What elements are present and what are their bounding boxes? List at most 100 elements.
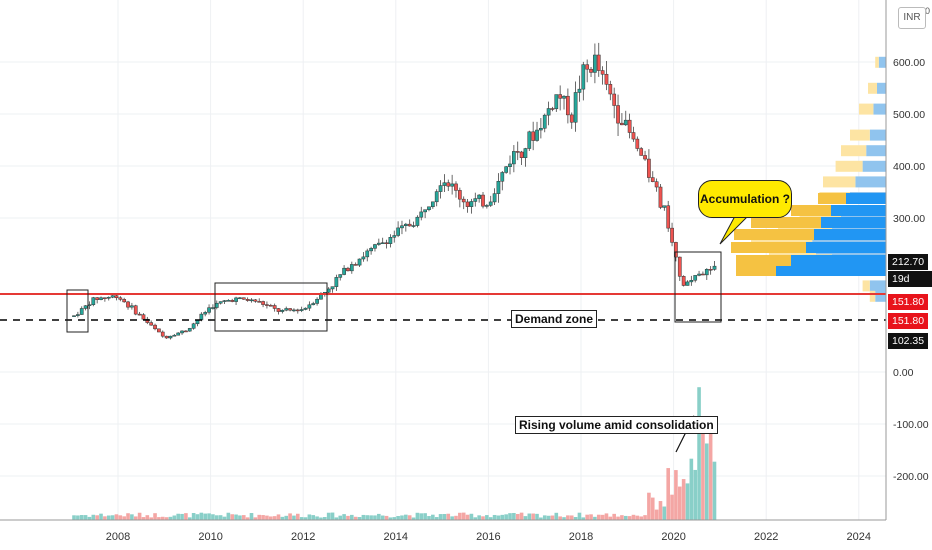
volume-bar bbox=[593, 516, 597, 520]
x-tick-label: 2022 bbox=[754, 531, 778, 543]
candle-body bbox=[708, 269, 713, 271]
volume-bar bbox=[222, 516, 227, 520]
candle-body bbox=[454, 183, 458, 191]
volume-bar bbox=[434, 517, 439, 520]
profile-bar-down bbox=[869, 290, 876, 302]
candle-body bbox=[677, 256, 682, 277]
candle-body bbox=[712, 265, 717, 270]
volume-bar bbox=[477, 515, 481, 520]
volume-bar bbox=[265, 515, 269, 520]
volume-bar bbox=[203, 513, 207, 520]
profile-bar-strong-down bbox=[736, 255, 791, 266]
volume-bar bbox=[342, 514, 346, 520]
candle-body bbox=[550, 108, 555, 110]
volume-bar bbox=[531, 513, 535, 520]
volume-bar bbox=[133, 516, 138, 520]
volume-bar bbox=[380, 515, 385, 520]
candle-body bbox=[83, 305, 88, 309]
candle-body bbox=[79, 308, 84, 315]
candle-body bbox=[596, 54, 601, 71]
candle-body bbox=[531, 131, 536, 141]
candle-body bbox=[130, 305, 134, 308]
volume-bar bbox=[674, 470, 678, 520]
candle-body bbox=[218, 301, 223, 304]
candle-body bbox=[442, 182, 447, 186]
volume-bar bbox=[268, 516, 273, 520]
volume-bar bbox=[623, 515, 628, 520]
volume-bar bbox=[350, 514, 354, 520]
candle-body bbox=[508, 163, 512, 167]
volume-bar bbox=[639, 516, 643, 520]
volume-bar bbox=[527, 513, 532, 520]
volume-bar bbox=[172, 515, 177, 520]
volume-bar bbox=[323, 517, 327, 520]
volume-bar bbox=[103, 516, 107, 520]
consolidation-box bbox=[674, 251, 722, 323]
profile-bar-strong-down bbox=[734, 229, 814, 240]
volume-bar bbox=[87, 516, 92, 520]
candle-body bbox=[365, 250, 370, 258]
volume-bar bbox=[577, 512, 582, 520]
candle-body bbox=[423, 209, 427, 213]
profile-bar-strong-up bbox=[806, 242, 886, 253]
profile-bar-strong-down bbox=[791, 205, 831, 216]
candle-body bbox=[562, 95, 566, 99]
volume-bar bbox=[415, 512, 420, 520]
volume-bar bbox=[604, 513, 609, 520]
price-tag: 212.70 bbox=[888, 254, 929, 270]
volume-bar bbox=[608, 516, 613, 520]
candle-body bbox=[539, 128, 543, 131]
candle-body bbox=[168, 335, 173, 339]
candle-body bbox=[72, 315, 76, 317]
candle-body bbox=[415, 216, 420, 226]
candle-body bbox=[157, 328, 161, 333]
candle-body bbox=[214, 302, 219, 308]
volume-bar bbox=[338, 515, 343, 520]
volume-bar bbox=[677, 486, 682, 520]
volume-bar bbox=[261, 515, 265, 520]
candle-body bbox=[681, 276, 686, 286]
candle-body bbox=[403, 223, 408, 226]
volume-bar bbox=[369, 515, 373, 520]
candle-body bbox=[295, 309, 300, 312]
profile-bar-up bbox=[877, 82, 886, 94]
volume-bar bbox=[620, 515, 624, 520]
x-tick-label: 2008 bbox=[106, 531, 130, 543]
volume-bar bbox=[218, 515, 223, 520]
candle-body bbox=[400, 225, 404, 229]
candle-body bbox=[176, 332, 181, 336]
candle-body bbox=[701, 273, 705, 276]
candle-body bbox=[276, 308, 281, 312]
profile-bar-strong-down bbox=[736, 265, 776, 276]
candle-body bbox=[299, 309, 304, 311]
candle-body bbox=[662, 205, 667, 208]
volume-bar bbox=[160, 516, 165, 520]
candle-body bbox=[126, 301, 130, 308]
volume-bar bbox=[187, 517, 192, 520]
volume-bar bbox=[535, 513, 539, 520]
currency-badge[interactable]: INR bbox=[898, 7, 926, 29]
volume-bar bbox=[504, 514, 508, 520]
volume-bar bbox=[496, 515, 501, 520]
candle-body bbox=[392, 235, 397, 238]
level-lines bbox=[0, 293, 886, 321]
candle-body bbox=[103, 297, 107, 299]
volume-bar bbox=[701, 428, 705, 520]
volume-bar bbox=[184, 513, 188, 520]
candle-body bbox=[697, 273, 701, 276]
candle-body bbox=[106, 296, 111, 299]
profile-bar-down bbox=[868, 82, 877, 94]
profile-bar-up bbox=[862, 160, 886, 172]
candle-body bbox=[438, 185, 443, 192]
y-tick-label: 600.00 bbox=[893, 57, 925, 69]
candle-body bbox=[546, 108, 551, 116]
y-tick-label: 0.00 bbox=[893, 367, 914, 379]
volume-bar bbox=[515, 513, 520, 520]
candle-body bbox=[542, 114, 547, 129]
candle-body bbox=[145, 318, 150, 323]
volume-bar bbox=[554, 512, 559, 520]
volume-bar bbox=[662, 506, 667, 520]
candle-body bbox=[469, 201, 474, 207]
volume-bar bbox=[458, 512, 462, 520]
